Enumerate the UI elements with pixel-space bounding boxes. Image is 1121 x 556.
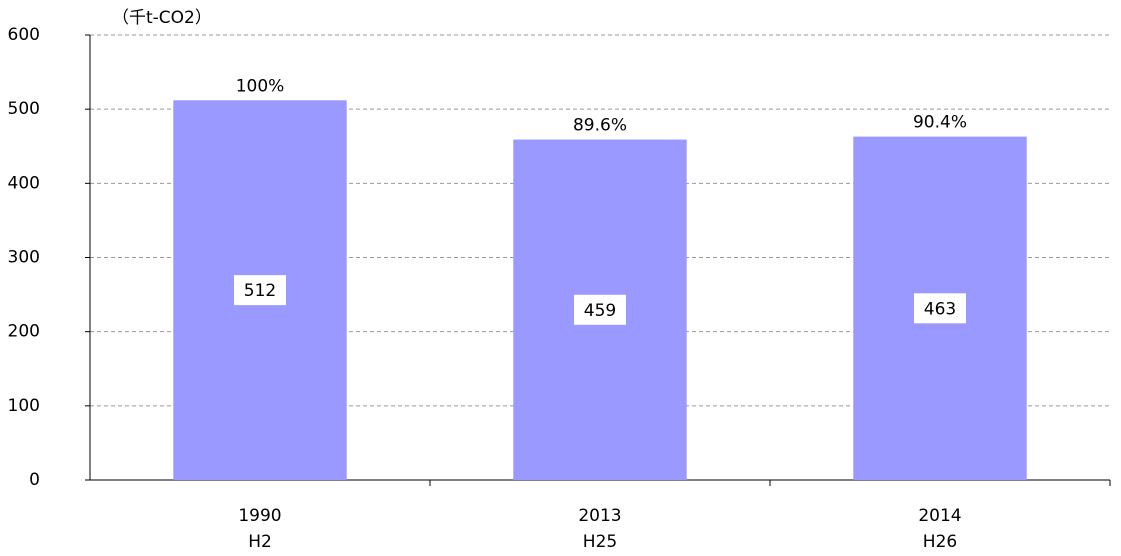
x-era-label: H25 xyxy=(583,532,617,552)
label-box xyxy=(914,293,966,324)
y-tick-label: 600 xyxy=(8,25,40,45)
label-box xyxy=(234,275,286,306)
y-tick-label: 100 xyxy=(8,396,40,416)
y-tick-label: 200 xyxy=(8,322,40,342)
percent-label: 90.4% xyxy=(913,113,967,133)
x-era-label: H2 xyxy=(248,532,272,552)
value-label: 459 xyxy=(584,301,616,321)
y-tick-label: 0 xyxy=(29,470,40,490)
x-tick-label: 1990 xyxy=(238,506,281,526)
x-tick-label: 2013 xyxy=(578,506,621,526)
x-tick-label: 2014 xyxy=(918,506,961,526)
percent-label: 89.6% xyxy=(573,116,627,136)
y-axis-label: （千t-CO2） xyxy=(112,8,212,28)
y-tick-label: 400 xyxy=(8,173,40,193)
percent-label: 100% xyxy=(236,76,285,96)
y-tick-label: 300 xyxy=(8,248,40,268)
x-era-label: H26 xyxy=(923,532,957,552)
value-label: 463 xyxy=(924,299,956,319)
label-box xyxy=(574,294,626,325)
value-label: 512 xyxy=(244,281,276,301)
y-tick-label: 500 xyxy=(8,99,40,119)
